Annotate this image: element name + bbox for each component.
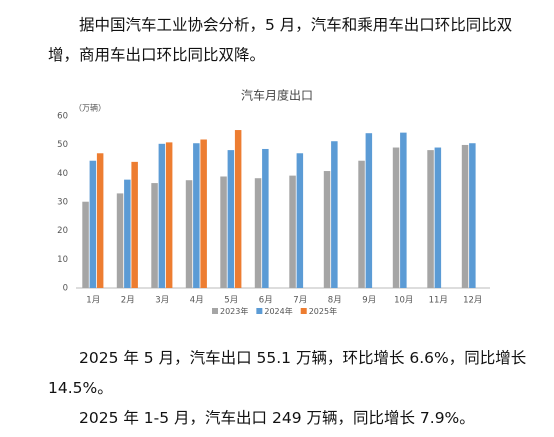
bar [227,150,235,288]
x-tick-label: 12月 [463,296,482,306]
x-tick-label: 2月 [121,296,135,306]
bar [331,141,338,288]
bar [469,143,476,288]
x-tick-label: 4月 [190,296,204,306]
bar [289,175,296,288]
legend-swatch [300,308,307,314]
y-axis-label: （万辆） [74,103,106,113]
bar [82,201,89,288]
y-tick-label: 20 [57,226,68,236]
bar [193,143,200,288]
bar [365,133,373,288]
x-tick-label: 5月 [224,296,238,306]
y-tick-label: 40 [57,169,68,179]
bar [427,150,434,288]
bar [323,171,331,288]
legend-label: 2025年 [309,306,337,316]
bar [116,193,124,288]
bar [165,142,173,288]
bar [234,130,242,288]
chart-title: 汽车月度出口 [241,88,313,103]
paragraph: 2025 年 1-5 月，汽车出口 249 万辆，同比增长 7.9%。 [79,409,475,427]
bar [296,153,304,288]
bar [220,176,227,288]
paragraph: 2025 年 5 月，汽车出口 55.1 万辆，环比增长 6.6%，同比增长 1… [48,349,527,397]
bar [262,148,269,288]
bar [254,178,262,288]
y-tick-label: 60 [57,112,68,122]
bar [400,132,407,288]
bar [124,179,131,288]
x-tick-label: 6月 [259,296,273,306]
legend-label: 2024年 [264,306,292,316]
x-tick-label: 1月 [86,296,100,306]
y-tick-label: 50 [57,140,68,150]
bar [200,139,207,288]
bar [151,183,158,288]
y-tick-label: 0 [63,284,68,294]
bar [434,147,442,288]
y-tick-label: 30 [57,198,68,208]
legend-label: 2023年 [220,306,248,316]
bar [131,161,138,288]
x-tick-label: 7月 [293,296,307,306]
paragraph: 据中国汽车工业协会分析，5 月，汽车和乘用车出口环比同比双增，商用车出口环比同比… [48,16,513,64]
bar [461,144,469,288]
bar [392,147,400,288]
x-tick-label: 3月 [155,296,169,306]
bar [96,153,104,288]
x-tick-label: 8月 [328,296,342,306]
bar [89,160,97,288]
bar [185,180,193,288]
legend-swatch [212,308,218,314]
bar [358,160,365,288]
y-tick-label: 10 [57,255,68,265]
x-tick-label: 10月 [394,296,413,306]
x-tick-label: 11月 [429,296,448,306]
bar [158,143,166,288]
legend-swatch [256,308,263,314]
x-tick-label: 9月 [362,296,376,306]
